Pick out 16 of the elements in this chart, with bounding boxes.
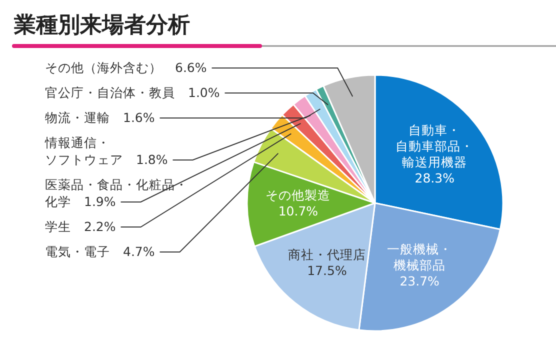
slice-label: 商社・代理店 [288, 246, 366, 262]
slice-label: その他製造 [266, 188, 331, 203]
slice-label: 一般機械・機械部品 [387, 242, 452, 273]
chart-title: 業種別来場者分析 [13, 13, 190, 38]
data-label: 10.7% [278, 204, 318, 219]
slice-label: 電気・電子 4.7% [45, 244, 155, 259]
data-label: 28.3% [414, 170, 455, 186]
slice-label: 学生 2.2% [45, 219, 116, 234]
slice-label: 情報通信・ソフトウェア 1.8% [44, 135, 168, 167]
slice-label: 医薬品・食品・化粧品・化学 1.9% [45, 177, 188, 209]
data-label: 23.7% [400, 274, 440, 289]
slice-label: 官公庁・自治体・教員 1.0% [45, 85, 220, 100]
slice-label: 自動車・自動車部品・輸送用機器 [396, 122, 474, 170]
slice-label: 物流・運輸 1.6% [45, 110, 155, 125]
data-label: 17.5% [307, 262, 347, 278]
slice-label: その他（海外含む） 6.6% [45, 60, 207, 75]
